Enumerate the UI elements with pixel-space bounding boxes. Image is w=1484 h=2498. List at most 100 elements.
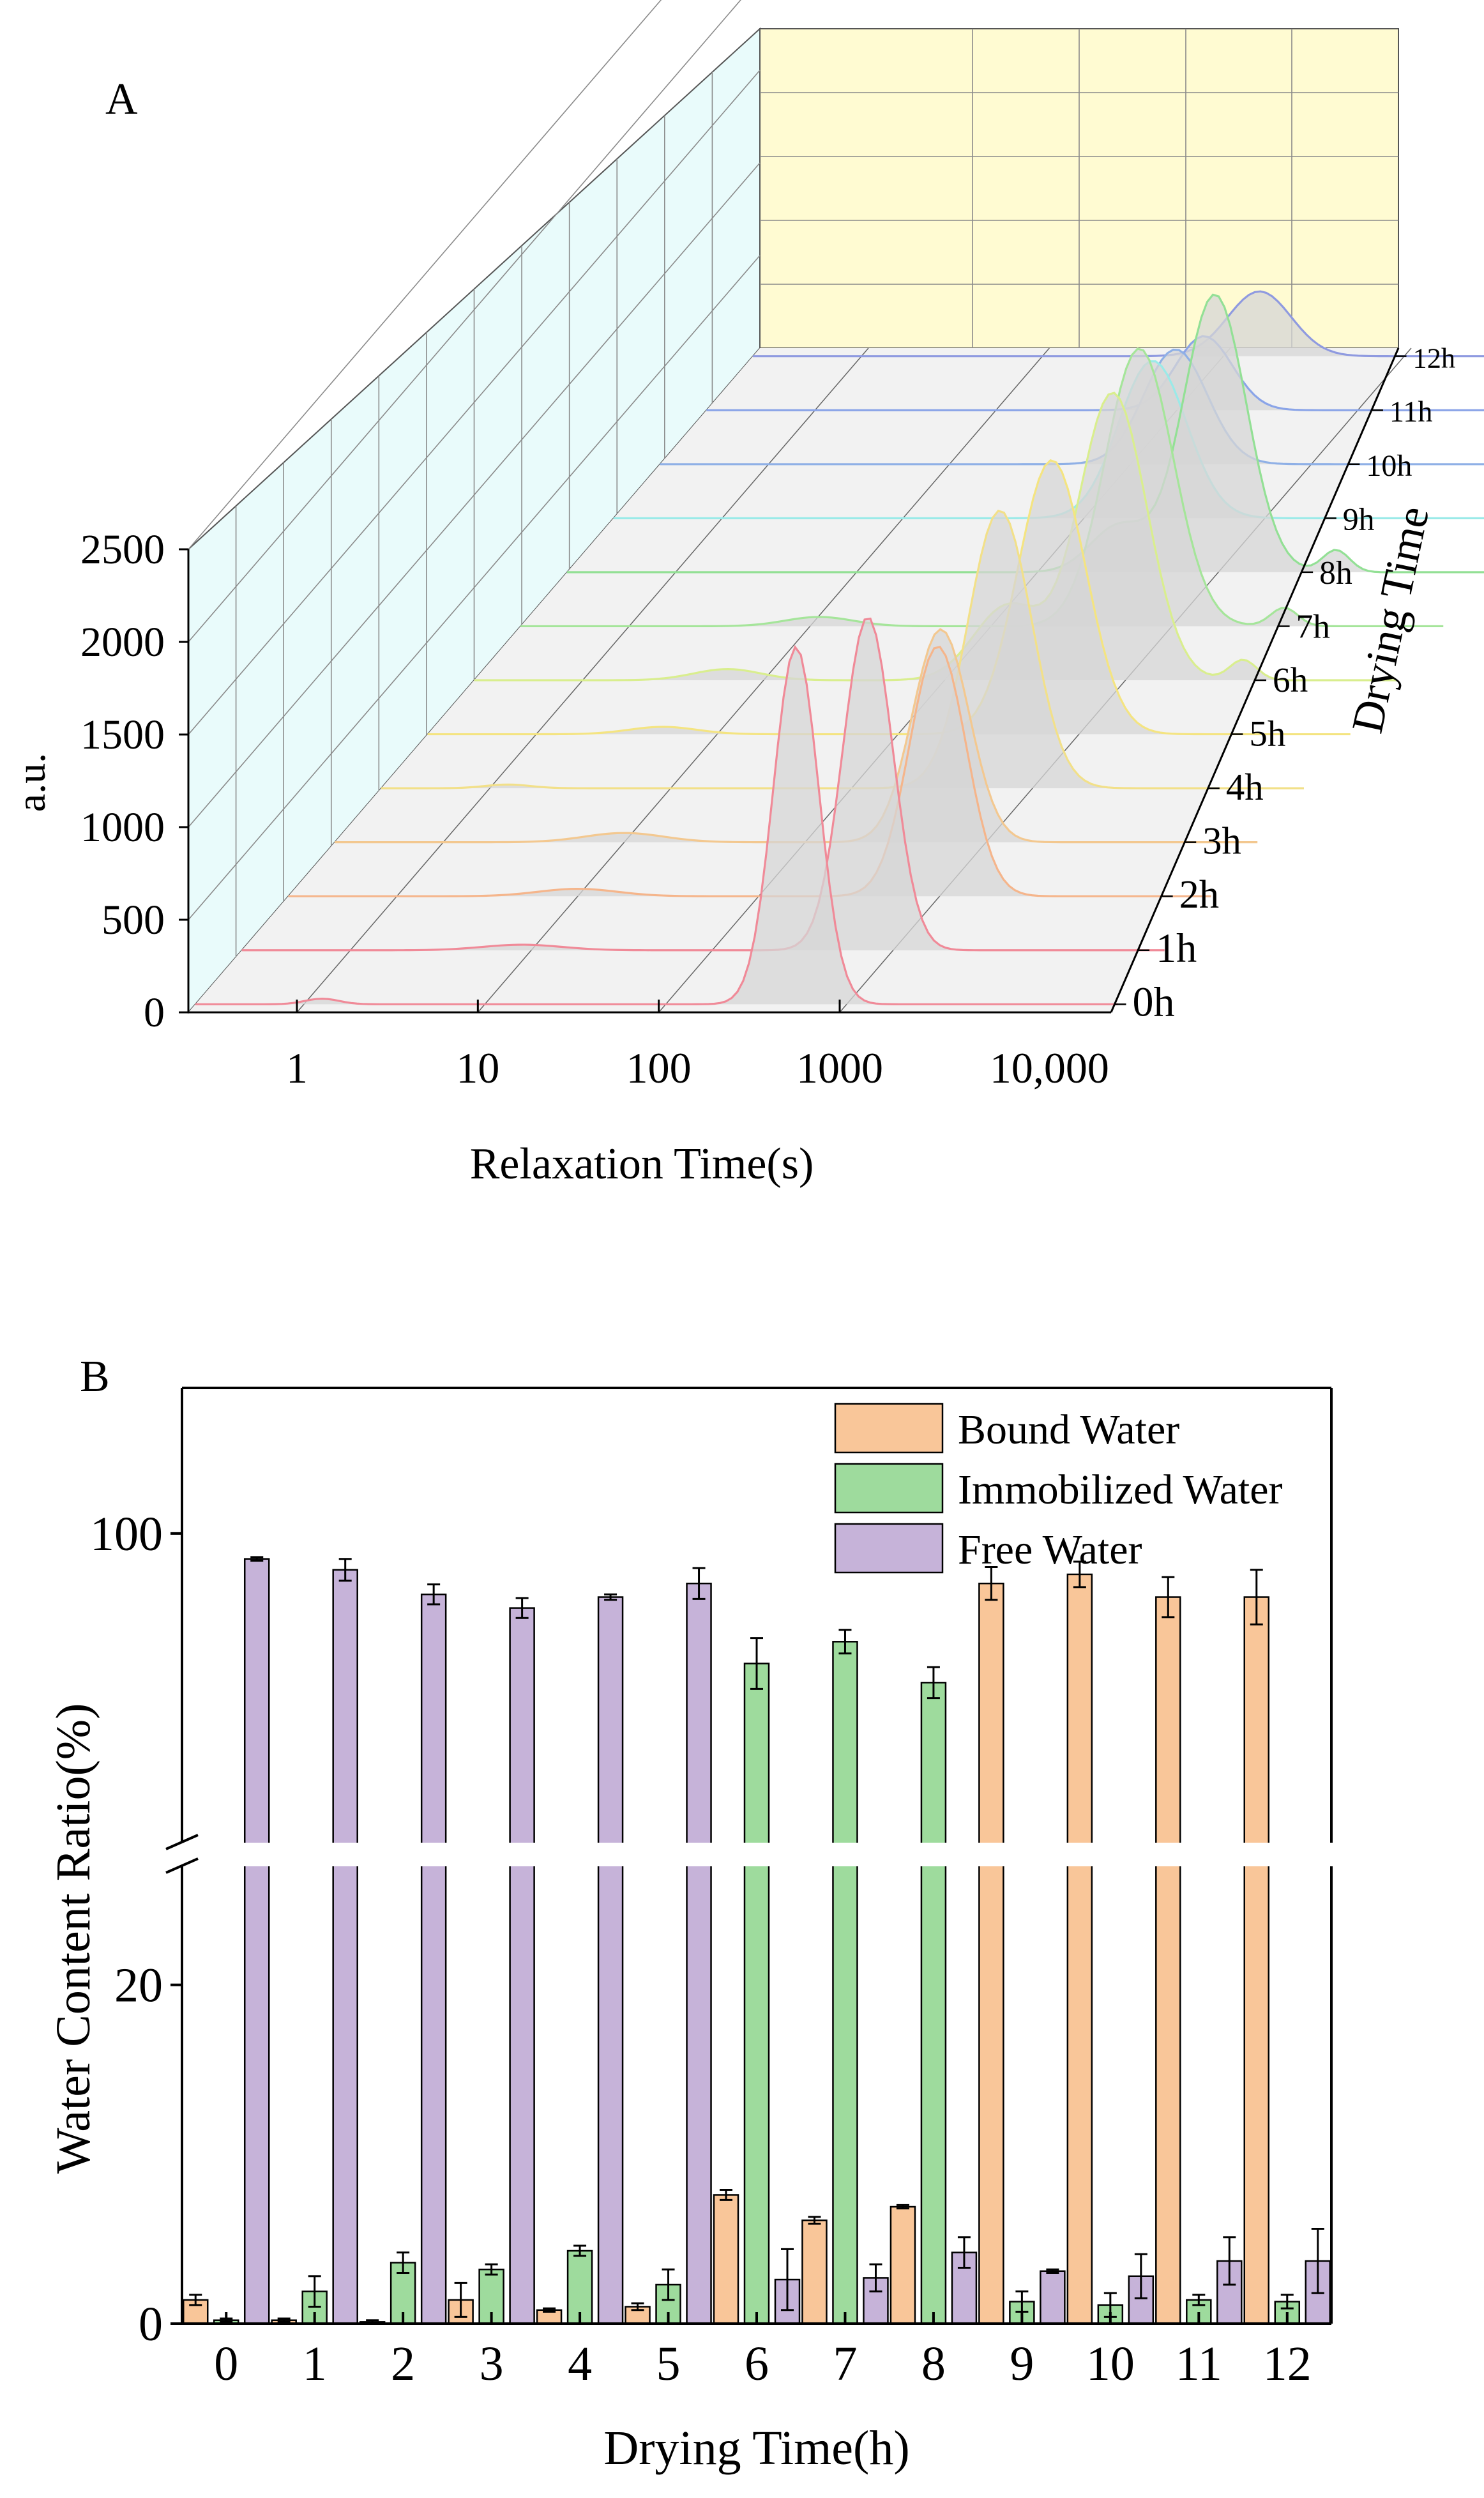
bar-bound-water-6 xyxy=(713,2194,739,2325)
error-bar xyxy=(308,2275,321,2308)
curve-1h xyxy=(241,617,1165,952)
bar-free-water-2 xyxy=(420,1593,447,2325)
legend-swatch-free-water xyxy=(834,1523,944,1574)
legend: Bound Water Immobilized Water Free Water xyxy=(834,1403,1282,1574)
error-bar xyxy=(189,2294,202,2306)
error-bar xyxy=(338,1558,352,1582)
error-bar xyxy=(543,2307,556,2313)
z-tick-label: 3h xyxy=(1202,820,1241,863)
error-bar xyxy=(692,1567,706,1600)
panel-a-label: A xyxy=(105,75,138,124)
axis-break-mark xyxy=(165,1834,199,1850)
spectra-curves xyxy=(195,290,1484,1005)
error-bar xyxy=(838,1629,852,1655)
error-bar xyxy=(1250,1569,1263,1626)
x-tick-label: 10 xyxy=(456,1044,499,1092)
legend-label-bound-water: Bound Water xyxy=(958,1406,1179,1453)
z-tick-label: 8h xyxy=(1319,555,1352,591)
legend-label-free-water: Free Water xyxy=(958,1527,1142,1573)
y-tick-label: 1000 xyxy=(80,804,165,851)
x-axis-ticks: 1 10 100 1000 10,000 xyxy=(286,1000,1109,1092)
bar-bound-water-11 xyxy=(1155,1596,1181,2325)
z-tick-label: 1h xyxy=(1156,925,1197,971)
error-bar xyxy=(485,2263,498,2276)
error-bar xyxy=(1073,1560,1086,1588)
axis-break-mark xyxy=(165,1857,199,1874)
error-bar xyxy=(277,2317,291,2323)
error-bar xyxy=(1134,2253,1147,2299)
legend-label-immobilized-water: Immobilized Water xyxy=(958,1466,1282,1513)
x-tick-label: 7 xyxy=(833,2337,857,2391)
z-tick-label: 2h xyxy=(1179,872,1219,917)
x-axis-title: Relaxation Time(s) xyxy=(470,1139,814,1189)
x-tick-label: 10 xyxy=(1086,2337,1135,2391)
y-axis-title: a.u. xyxy=(8,753,54,812)
error-bar xyxy=(454,2281,467,2318)
bar-immobilized-water-6 xyxy=(743,1663,770,2325)
error-bar xyxy=(1280,2294,1294,2310)
curve-fill-2h xyxy=(288,646,1211,897)
error-bar xyxy=(662,2268,675,2301)
legend-swatch-immobilized-water xyxy=(834,1463,944,1514)
x-tick-label: 3 xyxy=(480,2337,504,2391)
panel-b-label: B xyxy=(80,1352,110,1401)
side-wall-gridline xyxy=(188,0,662,550)
x-tick-label: 1 xyxy=(286,1044,308,1092)
curve-9h xyxy=(613,360,1484,519)
x-tick-label: 6 xyxy=(745,2337,769,2391)
axis-break-gap xyxy=(156,1843,1344,1866)
bar-bound-water-9 xyxy=(978,1582,1004,2325)
bar-bound-water-8 xyxy=(890,2205,916,2325)
x-tick-label: 0 xyxy=(214,2337,238,2391)
error-bar xyxy=(515,1597,529,1619)
error-bar xyxy=(1192,2294,1206,2306)
bar-bound-water-7 xyxy=(801,2219,828,2325)
x-tick-label: 9 xyxy=(1010,2337,1034,2391)
error-bar xyxy=(397,2251,410,2274)
bar-free-water-0 xyxy=(243,1558,270,2325)
y-tick-label: 500 xyxy=(102,897,165,943)
x-tick-label: 10,000 xyxy=(990,1044,1109,1092)
error-bar xyxy=(750,1637,763,1690)
z-tick-label: 7h xyxy=(1296,607,1330,645)
bar-bound-water-12 xyxy=(1243,1596,1270,2325)
curve-0h xyxy=(195,644,1118,1005)
error-bars xyxy=(189,1556,1324,2325)
error-bar xyxy=(927,1666,940,1700)
error-bar xyxy=(1162,1576,1175,1618)
error-bar xyxy=(1046,2268,1059,2274)
y-axis-ticks: 0 500 1000 1500 2000 2500 xyxy=(80,526,188,1036)
error-bar xyxy=(1223,2236,1236,2286)
x-tick-label: 12 xyxy=(1263,2337,1312,2391)
error-bar xyxy=(781,2248,794,2311)
error-bar xyxy=(631,2302,644,2311)
y-tick-label: 2000 xyxy=(80,619,165,666)
error-bar xyxy=(1311,2227,1324,2294)
y-tick-label: 0 xyxy=(144,989,165,1036)
error-bar xyxy=(957,2236,971,2269)
x-tick-label: 2 xyxy=(391,2337,415,2391)
bar-immobilized-water-4 xyxy=(566,2250,593,2325)
bar-free-water-3 xyxy=(509,1607,535,2325)
y-axis-title: Water Content Ratio(%) xyxy=(47,1703,100,2174)
y-tick-label: 1500 xyxy=(80,712,165,758)
error-bar xyxy=(427,1583,441,1606)
bar-immobilized-water-7 xyxy=(832,1641,858,2325)
x-tick-label: 4 xyxy=(568,2337,592,2391)
curve-fill-12h xyxy=(753,291,1484,356)
x-tick-label: 8 xyxy=(921,2337,946,2391)
bar-bound-water-10 xyxy=(1066,1573,1093,2325)
x-tick-label: 1000 xyxy=(796,1044,883,1092)
x-tick-label: 1 xyxy=(303,2337,327,2391)
y-tick-label: 100 xyxy=(90,1507,163,1561)
x-axis-title: Drying Time(h) xyxy=(603,2421,909,2475)
x-tick-label: 5 xyxy=(656,2337,681,2391)
error-bar xyxy=(896,2204,909,2210)
curve-fill-6h xyxy=(474,393,1397,680)
z-tick-label: 4h xyxy=(1226,766,1264,808)
z-tick-label: 11h xyxy=(1389,395,1433,428)
